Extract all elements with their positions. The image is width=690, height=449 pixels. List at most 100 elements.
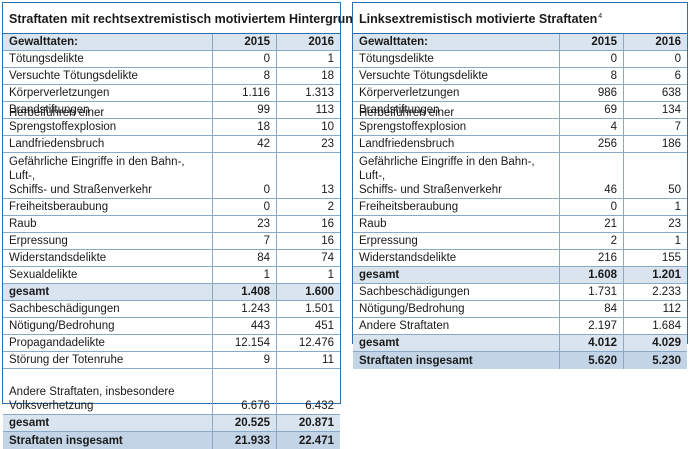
table-row: Versuchte Tötungsdelikte 8 6	[353, 68, 687, 85]
value-2016: 5.230	[623, 352, 687, 369]
table-row: Sexualdelikte 1 1	[3, 267, 340, 284]
value-2016: 10	[276, 119, 340, 135]
subtotal-row: gesamt 4.012 4.029	[353, 335, 687, 352]
header-year-2015: 2015	[559, 34, 623, 50]
value-2016: 1	[623, 199, 687, 215]
value-2016: 11	[276, 352, 340, 368]
row-label: Störung der Totenruhe	[9, 354, 124, 366]
row-label: Versuchte Tötungsdelikte	[9, 70, 138, 82]
value-2015: 21	[559, 216, 623, 232]
value-2016: 16	[276, 233, 340, 249]
table-header-row: Gewalttaten: 2015 2016	[353, 34, 687, 51]
table-row: Brandstiftungen 99 113	[3, 102, 340, 119]
row-label: gesamt	[9, 286, 50, 298]
row-label: Erpressung	[359, 235, 418, 247]
value-2016: 20.871	[276, 415, 340, 431]
value-2016: 1	[623, 233, 687, 249]
value-2015: 0	[212, 153, 276, 198]
table-row: Körperverletzungen 1.116 1.313	[3, 85, 340, 102]
value-2016: 1.501	[276, 301, 340, 317]
value-2015: 8	[212, 68, 276, 84]
row-label: Tötungsdelikte	[9, 53, 84, 65]
value-2015: 0	[212, 51, 276, 67]
value-2016: 155	[623, 250, 687, 266]
row-label: Körperverletzungen	[359, 87, 460, 99]
value-2016: 23	[276, 136, 340, 152]
table-row: Freiheitsberaubung 0 2	[3, 199, 340, 216]
table-row: Nötigung/Bedrohung 443 451	[3, 318, 340, 335]
value-2015: 7	[212, 233, 276, 249]
value-2015: 1	[212, 267, 276, 283]
row-label: Widerstandsdelikte	[9, 252, 107, 264]
table-row: Propagandadelikte 12.154 12.476	[3, 335, 340, 352]
value-2016: 2	[276, 199, 340, 215]
table-left-wing-crimes: Linksextremistisch motivierte Straftaten…	[352, 2, 688, 369]
table-row: Nötigung/Bedrohung 84 112	[353, 301, 687, 318]
value-2016: 23	[623, 216, 687, 232]
value-2015: 46	[559, 153, 623, 198]
row-label: Tötungsdelikte	[359, 53, 434, 65]
table-row: Tötungsdelikte 0 1	[3, 51, 340, 68]
row-label: Widerstandsdelikte	[359, 252, 457, 264]
footnote-marker: 4	[598, 13, 603, 20]
value-2015: 6.676	[212, 369, 276, 414]
value-2016: 186	[623, 136, 687, 152]
table-row: Widerstandsdelikte 84 74	[3, 250, 340, 267]
table-row: Brandstiftungen 69 134	[353, 102, 687, 119]
value-2015: 69	[559, 102, 623, 118]
table-title: Linksextremistisch motivierte Straftaten…	[353, 3, 687, 34]
table-row: Tötungsdelikte 0 0	[353, 51, 687, 68]
table-title-text: Straftaten mit rechtsextremistisch motiv…	[9, 12, 361, 26]
value-2015: 8	[559, 68, 623, 84]
table-row: Landfriedensbruch 42 23	[3, 136, 340, 153]
table-row: Versuchte Tötungsdelikte 8 18	[3, 68, 340, 85]
table-header-row: Gewalttaten: 2015 2016	[3, 34, 340, 51]
grand-total-row: Straftaten insgesamt 21.933 22.471	[3, 432, 340, 449]
row-label: Gefährliche Eingriffe in den Bahn-, Luft…	[359, 156, 535, 196]
table-row: Sachbeschädigungen 1.243 1.501	[3, 301, 340, 318]
value-2016: 134	[623, 102, 687, 118]
table-row: Störung der Totenruhe 9 11	[3, 352, 340, 369]
value-2015: 2.197	[559, 318, 623, 334]
value-2015: 2	[559, 233, 623, 249]
row-label: gesamt	[9, 417, 50, 429]
value-2016: 13	[276, 153, 340, 198]
value-2015: 986	[559, 85, 623, 101]
header-year-2015: 2015	[212, 34, 276, 50]
grand-total-row: Straftaten insgesamt 5.620 5.230	[353, 352, 687, 369]
header-label: Gewalttaten:	[9, 36, 79, 48]
row-label: Sexualdelikte	[9, 269, 78, 281]
value-2016: 22.471	[276, 432, 340, 449]
value-2015: 0	[212, 199, 276, 215]
value-2015: 256	[559, 136, 623, 152]
value-2015: 20.525	[212, 415, 276, 431]
row-label: Andere Straftaten, insbesondere Volksver…	[9, 386, 175, 412]
row-label: Sachbeschädigungen	[359, 286, 470, 298]
value-2016: 0	[623, 51, 687, 67]
value-2016: 74	[276, 250, 340, 266]
value-2016: 16	[276, 216, 340, 232]
value-2015: 18	[212, 119, 276, 135]
row-label: Freiheitsberaubung	[359, 201, 459, 213]
value-2016: 112	[623, 301, 687, 317]
subtotal-row: gesamt 1.608 1.201	[353, 267, 687, 284]
header-label: Gewalttaten:	[359, 36, 429, 48]
table-title: Straftaten mit rechtsextremistisch motiv…	[3, 3, 365, 34]
row-label: Raub	[359, 218, 387, 230]
value-2016: 6.432	[276, 369, 340, 414]
table-title-text: Linksextremistisch motivierte Straftaten	[359, 12, 598, 26]
row-label: Landfriedensbruch	[359, 138, 455, 150]
table-row: Widerstandsdelikte 216 155	[353, 250, 687, 267]
header-year-2016: 2016	[623, 34, 687, 50]
value-2015: 0	[559, 51, 623, 67]
row-label: Nötigung/Bedrohung	[9, 320, 115, 332]
row-label: Nötigung/Bedrohung	[359, 303, 465, 315]
row-label: Sachbeschädigungen	[9, 303, 120, 315]
row-label: Brandstiftungen	[359, 104, 440, 116]
value-2016: 12.476	[276, 335, 340, 351]
value-2015: 1.116	[212, 85, 276, 101]
row-label: Gefährliche Eingriffe in den Bahn-, Luft…	[9, 156, 185, 196]
value-2016: 638	[623, 85, 687, 101]
row-label: Herbeiführen einer Sprengstoffexplosion	[9, 107, 117, 133]
value-2015: 84	[559, 301, 623, 317]
